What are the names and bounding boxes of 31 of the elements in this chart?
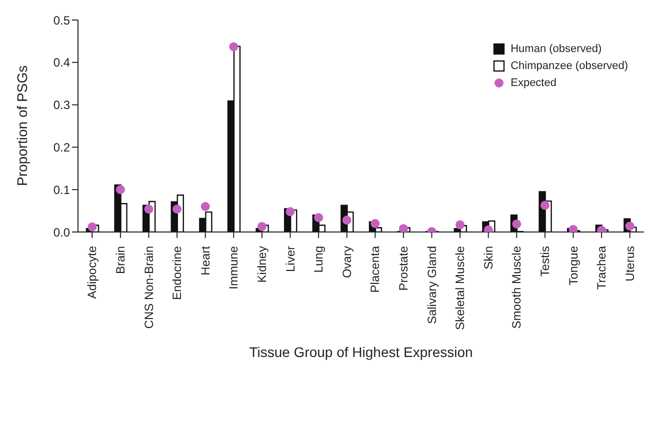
x-tick-label: Smooth Muscle bbox=[510, 246, 524, 329]
x-tick-label: Placenta bbox=[368, 246, 382, 293]
x-tick-label: Ovary bbox=[340, 246, 354, 278]
x-axis-title: Tissue Group of Highest Expression bbox=[249, 344, 473, 360]
x-tick-label: CNS Non-Brain bbox=[142, 246, 156, 329]
y-axis-title: Proportion of PSGs bbox=[14, 65, 30, 186]
x-tick-label: Brain bbox=[113, 246, 128, 274]
x-tick-label: Testis bbox=[538, 246, 552, 277]
x-tick-label: Kidney bbox=[254, 246, 269, 283]
x-tick-label: Lung bbox=[312, 246, 326, 273]
x-tick-label: Immune bbox=[226, 246, 241, 290]
x-tick-label: Prostate bbox=[396, 246, 410, 291]
x-tick-label: Uterus bbox=[622, 246, 637, 282]
x-tick-label: Trachea bbox=[594, 246, 609, 290]
y-tick-label: 0.3 bbox=[53, 98, 70, 112]
legend-label: Expected bbox=[510, 77, 556, 89]
legend-label: Human (observed) bbox=[510, 43, 602, 55]
y-tick-label: 0.5 bbox=[53, 13, 70, 28]
y-tick-label: 0.1 bbox=[53, 182, 70, 197]
x-tick-label: Endocrine bbox=[170, 246, 184, 300]
y-tick-label: 0.0 bbox=[53, 225, 70, 240]
x-tick-label: Liver bbox=[283, 246, 298, 272]
y-tick-label: 0.2 bbox=[53, 140, 70, 154]
x-tick-label: Skeletal Muscle bbox=[453, 246, 468, 330]
legend-label: Chimpanzee (observed) bbox=[510, 60, 628, 72]
x-tick-label: Adipocyte bbox=[85, 246, 100, 299]
x-tick-label: Skin bbox=[481, 246, 496, 270]
x-tick-label: Tongue bbox=[566, 246, 580, 286]
y-tick-label: 0.4 bbox=[53, 56, 70, 70]
x-tick-label: Heart bbox=[198, 245, 212, 276]
x-tick-label: Salivary Gland bbox=[424, 246, 439, 324]
